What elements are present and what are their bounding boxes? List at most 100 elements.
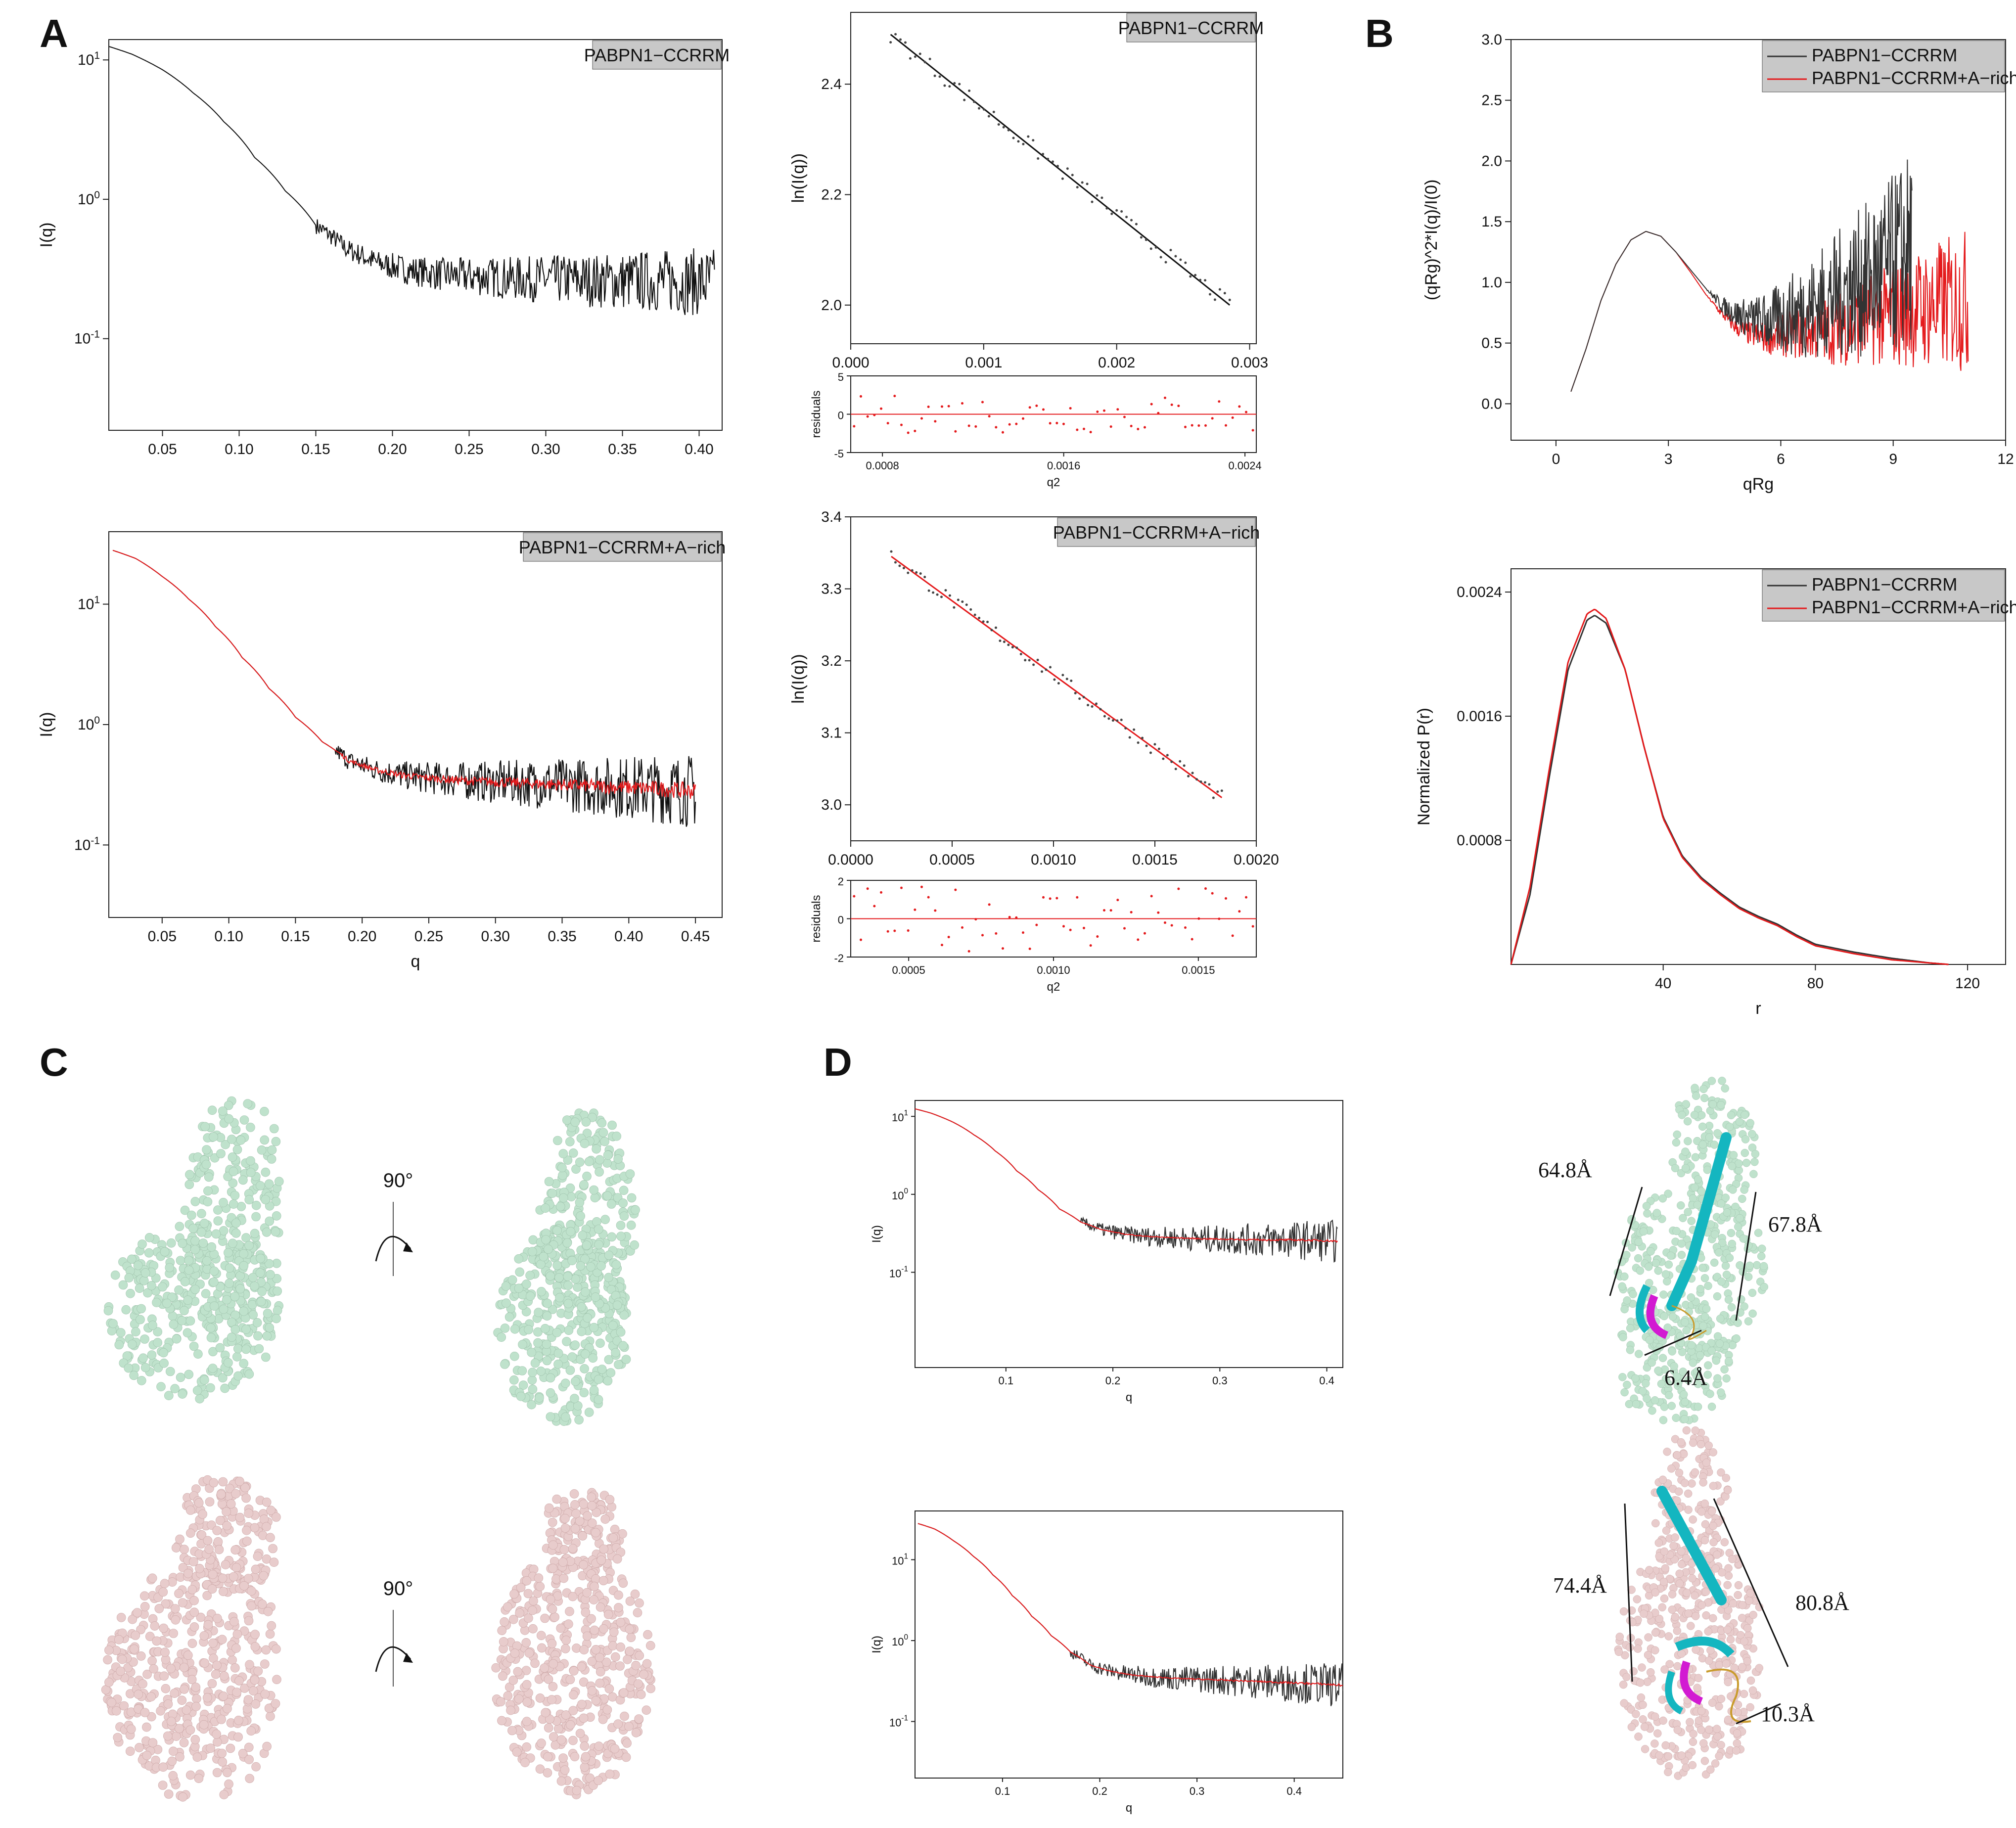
bead [251, 1699, 261, 1709]
data-point [1179, 760, 1182, 763]
bead [241, 1344, 251, 1354]
bead [561, 1636, 571, 1645]
residual-point [893, 929, 896, 932]
bead [1666, 1251, 1675, 1260]
bead [1683, 1589, 1691, 1597]
data-point [969, 608, 972, 611]
bead [248, 1686, 258, 1695]
bead [1702, 1304, 1711, 1313]
bead [144, 1233, 154, 1242]
bead [1712, 1725, 1721, 1733]
bead [171, 1615, 181, 1625]
bead [202, 1693, 212, 1702]
residual-point [1225, 897, 1227, 900]
x-axis-title: qRg [1743, 475, 1774, 494]
bead [222, 1521, 232, 1531]
bead [1717, 1694, 1726, 1703]
data-point [915, 571, 918, 574]
data-point [982, 620, 985, 623]
residual-point [920, 417, 923, 420]
x-tick-label: 0.003 [1231, 355, 1268, 371]
bead [616, 1232, 626, 1241]
data-line-model-fit [915, 1108, 1338, 1243]
bead [1727, 1692, 1735, 1700]
bead [242, 1526, 251, 1535]
data-line-pabpn1-ccrrm-a-rich [1510, 608, 1949, 965]
bead [1664, 1768, 1672, 1777]
y-axis-title: Normalized P(r) [1415, 708, 1433, 825]
bead [121, 1305, 131, 1315]
bead [541, 1708, 550, 1718]
bead [1673, 1726, 1682, 1735]
data-point [1199, 780, 1202, 783]
bead [116, 1613, 126, 1622]
bead [1710, 1230, 1719, 1239]
bead [226, 1499, 236, 1508]
bead [213, 1613, 222, 1623]
y-tick-label: 1.0 [1481, 274, 1502, 291]
bead [562, 1337, 571, 1346]
bead [1692, 1612, 1700, 1620]
bead [1640, 1723, 1649, 1731]
bead [599, 1544, 608, 1554]
bead [136, 1315, 145, 1325]
data-point [992, 110, 995, 113]
bead [1647, 1668, 1655, 1677]
bead [142, 1750, 152, 1760]
bead [185, 1770, 195, 1780]
bead [257, 1287, 267, 1296]
bead [1751, 1149, 1760, 1158]
bead [1653, 1729, 1662, 1737]
data-point [961, 600, 964, 603]
residual-point [1055, 421, 1058, 424]
bead [246, 1156, 255, 1166]
bead [128, 1614, 137, 1624]
bead [1659, 1578, 1668, 1586]
bead [1704, 1441, 1713, 1450]
data-point [999, 640, 1002, 642]
data-point [973, 613, 976, 616]
data-point [1216, 790, 1219, 793]
bead [1707, 1346, 1716, 1355]
bead [626, 1633, 636, 1643]
bead [218, 1373, 228, 1383]
bead [1660, 1594, 1669, 1603]
bead [1728, 1239, 1737, 1248]
bead [545, 1503, 554, 1513]
bead [587, 1614, 596, 1624]
bead [603, 1609, 613, 1619]
bead [568, 1544, 578, 1554]
bead [1687, 1622, 1695, 1630]
bead [124, 1273, 134, 1282]
bead [231, 1644, 241, 1653]
bead [159, 1671, 169, 1681]
y-tick-label: 101 [892, 1109, 908, 1124]
bead [618, 1198, 628, 1208]
residual-point [873, 413, 876, 416]
residual-point [1015, 422, 1018, 425]
bead [137, 1239, 147, 1249]
bead [556, 1777, 566, 1786]
bead [631, 1661, 641, 1670]
y-axis-title: I(q) [37, 223, 56, 248]
bead [167, 1717, 176, 1726]
bead [133, 1608, 142, 1617]
bead [1722, 1659, 1731, 1668]
bead [1639, 1700, 1647, 1709]
bead [619, 1310, 629, 1320]
bead [271, 1227, 280, 1236]
bead [146, 1692, 156, 1701]
bead [1619, 1607, 1628, 1616]
bead [139, 1591, 149, 1601]
bead [1716, 1314, 1725, 1323]
bead [565, 1675, 575, 1685]
bead [209, 1478, 219, 1488]
panel-label-b: B [1365, 11, 1394, 55]
bead [1759, 1262, 1768, 1271]
residual-point [880, 407, 882, 410]
x-tick-label: 0.35 [548, 928, 576, 945]
bead [242, 1536, 252, 1546]
bead [594, 1776, 603, 1785]
bead [1713, 1292, 1722, 1301]
bead [260, 1659, 270, 1669]
